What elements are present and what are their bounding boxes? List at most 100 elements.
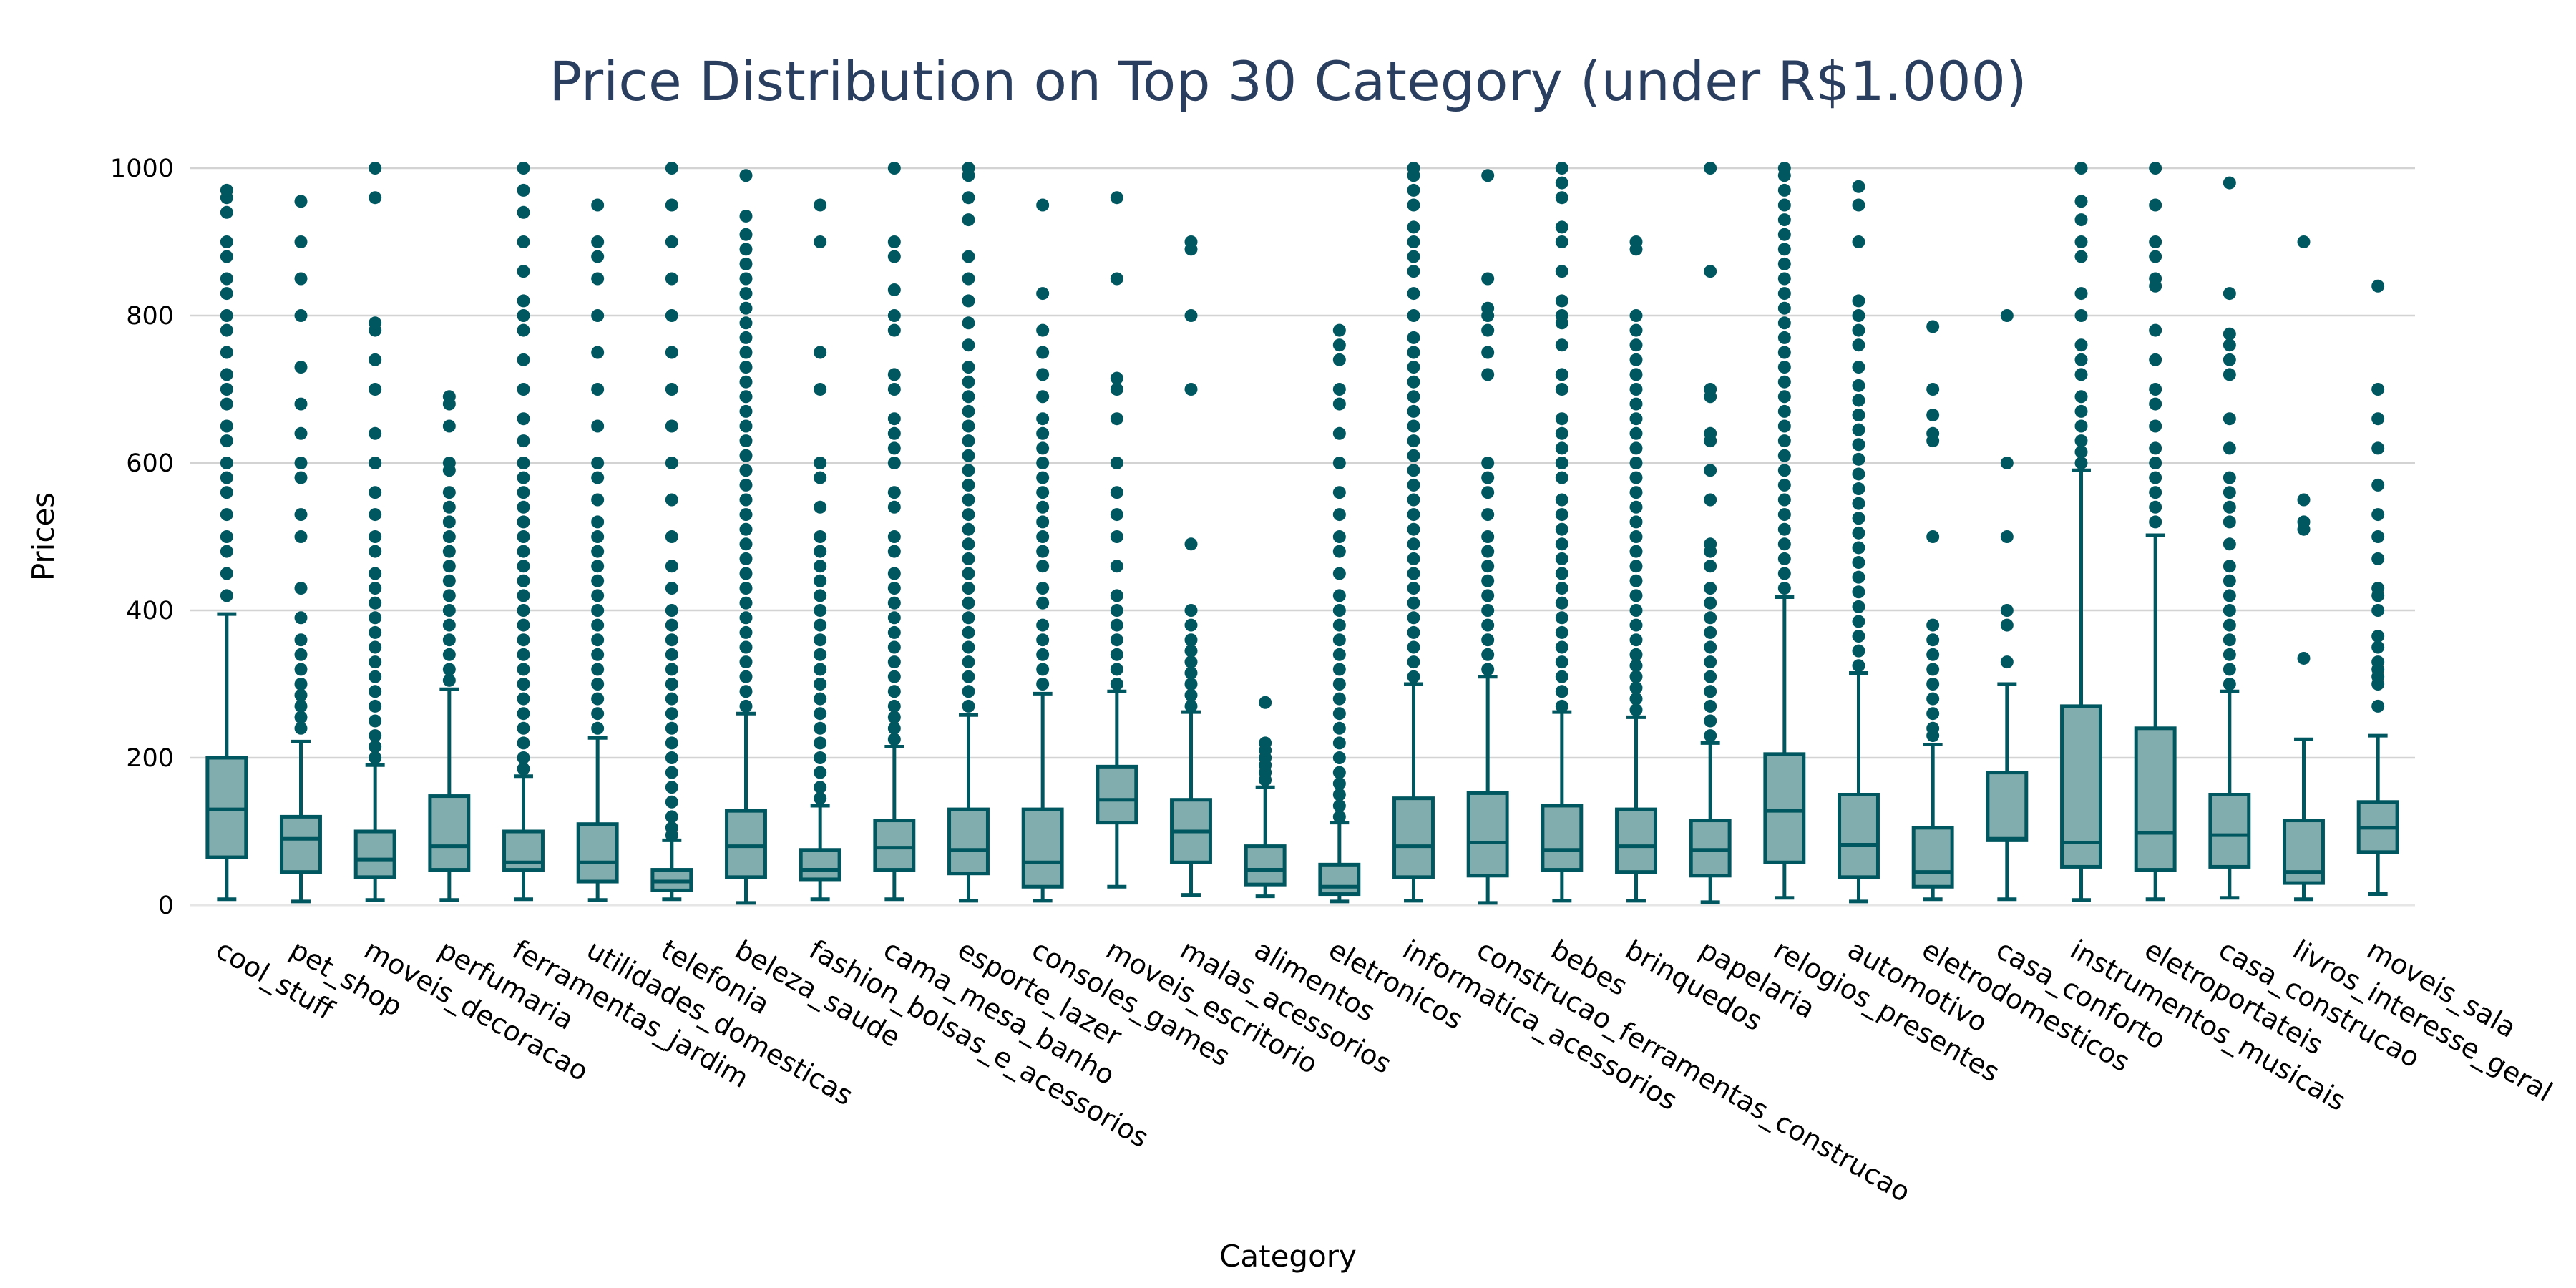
outlier-point	[739, 611, 753, 625]
outlier-point	[2371, 508, 2385, 522]
box-series	[205, 162, 2399, 905]
iqr-box	[1466, 791, 1509, 878]
outlier-point	[887, 412, 901, 426]
outlier-point	[1629, 471, 1643, 484]
outlier-point	[1704, 493, 1717, 507]
outlier-point	[1407, 508, 1420, 522]
outlier-point	[962, 670, 975, 683]
outlier-point	[1407, 670, 1420, 683]
outlier-point	[1481, 589, 1495, 602]
outlier-point	[1852, 361, 1865, 374]
outlier-point	[294, 582, 308, 595]
outlier-point	[1036, 287, 1050, 301]
outlier-point	[665, 383, 678, 396]
outlier-point	[1555, 567, 1568, 580]
outlier-point	[739, 434, 753, 448]
outlier-point	[1332, 633, 1346, 647]
outlier-point	[369, 740, 382, 753]
outlier-point	[1407, 265, 1420, 278]
x-tick-labels: cool_stuffpet_shopmoveis_decoracaoperfum…	[210, 934, 2557, 1209]
outlier-point	[442, 604, 456, 617]
outlier-point	[2297, 235, 2311, 248]
outlier-point	[1629, 383, 1643, 396]
outlier-point	[1629, 486, 1643, 499]
box-construcao_ferramentas_construcao	[1466, 169, 1509, 905]
outlier-point	[2371, 530, 2385, 543]
outlier-point	[369, 625, 382, 639]
outlier-point	[591, 721, 605, 735]
outlier-point	[517, 183, 530, 197]
outlier-point	[1332, 530, 1346, 543]
outlier-point	[1407, 449, 1420, 462]
iqr-box	[1541, 804, 1584, 872]
iqr-box	[725, 809, 767, 879]
outlier-point	[1407, 250, 1420, 263]
outlier-point	[1555, 309, 1568, 322]
outlier-point	[2074, 353, 2088, 366]
outlier-point	[962, 390, 975, 404]
outlier-point	[1777, 522, 1791, 536]
outlier-point	[1184, 633, 1198, 647]
outlier-point	[1629, 703, 1643, 717]
outlier-point	[2149, 441, 2162, 455]
outlier-point	[294, 663, 308, 676]
outlier-point	[1629, 353, 1643, 366]
outlier-point	[294, 272, 308, 286]
outlier-point	[369, 685, 382, 698]
iqr-box	[280, 814, 322, 874]
outlier-point	[1926, 678, 1940, 691]
y-tick-labels: 0 200 400 600 800 1000	[110, 155, 174, 920]
outlier-point	[1777, 582, 1791, 595]
outlier-point	[1852, 600, 1865, 613]
outlier-point	[887, 162, 901, 175]
outlier-point	[2149, 162, 2162, 175]
outlier-point	[962, 361, 975, 374]
iqr-box	[1615, 807, 1657, 874]
outlier-point	[1555, 368, 1568, 381]
outlier-point	[442, 457, 456, 469]
outlier-point	[1036, 486, 1050, 499]
outlier-point	[442, 500, 456, 514]
outlier-point	[2223, 327, 2236, 341]
outlier-point	[591, 250, 605, 263]
outlier-point	[2149, 383, 2162, 396]
outlier-point	[2223, 589, 2236, 602]
outlier-point	[1110, 412, 1123, 426]
outlier-point	[739, 582, 753, 595]
outlier-point	[2223, 633, 2236, 647]
outlier-point	[517, 353, 530, 366]
outlier-point	[2149, 250, 2162, 263]
outlier-point	[369, 611, 382, 625]
outlier-point	[1777, 478, 1791, 492]
outlier-point	[2223, 441, 2236, 455]
outlier-point	[2074, 338, 2088, 352]
outlier-point	[294, 309, 308, 322]
outlier-point	[1926, 618, 1940, 632]
outlier-point	[1110, 560, 1123, 573]
outlier-point	[220, 434, 233, 448]
outlier-point	[962, 625, 975, 639]
outlier-point	[962, 316, 975, 330]
outlier-point	[1777, 243, 1791, 256]
outlier-point	[1555, 596, 1568, 610]
outlier-point	[1332, 736, 1346, 750]
outlier-point	[665, 707, 678, 721]
outlier-point	[220, 397, 233, 411]
outlier-point	[814, 500, 827, 514]
outlier-point	[814, 346, 827, 359]
outlier-point	[1407, 611, 1420, 625]
outlier-point	[2149, 500, 2162, 514]
outlier-point	[2371, 383, 2385, 396]
iqr-box	[1986, 771, 2029, 842]
iqr-box	[353, 829, 396, 879]
outlier-point	[1555, 685, 1568, 698]
outlier-point	[1852, 452, 1865, 466]
outlier-point	[1036, 500, 1050, 514]
outlier-point	[2149, 353, 2162, 366]
outlier-point	[1852, 497, 1865, 510]
outlier-point	[1036, 515, 1050, 529]
outlier-point	[591, 457, 605, 469]
outlier-point	[294, 195, 308, 208]
x-axis-title: Category	[1219, 1239, 1357, 1274]
iqr-box	[428, 794, 471, 872]
